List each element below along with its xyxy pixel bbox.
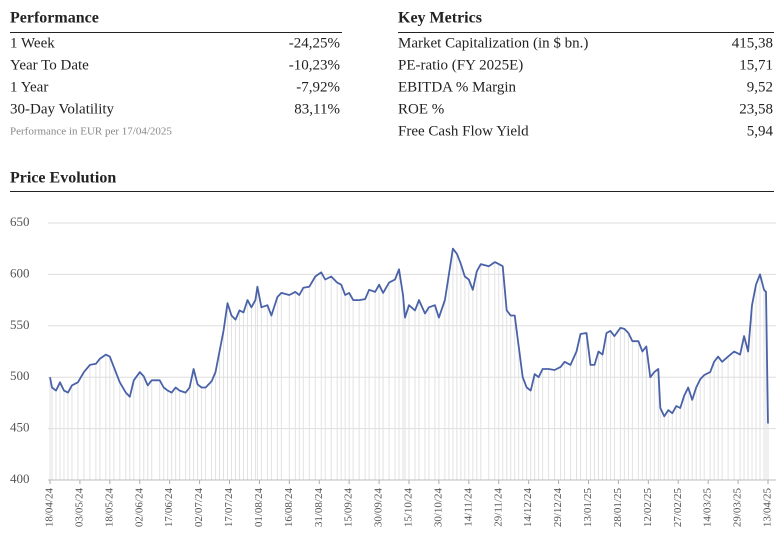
x-tick-label: 13/01/25 <box>582 488 594 528</box>
x-tick-label: 27/02/25 <box>672 488 684 528</box>
x-tick-label: 31/08/24 <box>313 488 325 528</box>
x-tick-label: 28/01/25 <box>612 488 624 528</box>
y-tick-label: 600 <box>10 265 30 280</box>
y-tick-label: 400 <box>10 471 30 486</box>
y-tick-label: 500 <box>10 368 30 383</box>
row-label: PE-ratio (FY 2025E) <box>398 57 523 73</box>
row-value: 83,11% <box>294 101 340 117</box>
section-title: Key Metrics <box>398 10 482 27</box>
row-label: ROE % <box>398 101 444 117</box>
x-tick-label: 30/09/24 <box>373 488 385 528</box>
y-tick-label: 650 <box>10 214 30 229</box>
x-tick-label: 18/05/24 <box>103 488 115 528</box>
price-line <box>49 247 769 424</box>
x-tick-label: 14/11/24 <box>462 488 474 527</box>
row-value: 9,52 <box>747 79 773 95</box>
row-label: Market Capitalization (in $ bn.) <box>398 35 588 51</box>
x-tick-label: 15/10/24 <box>403 488 415 528</box>
row-label: 1 Year <box>10 79 48 95</box>
row-label: EBITDA % Margin <box>398 79 517 95</box>
y-tick-label: 450 <box>10 420 30 435</box>
x-tick-label: 14/03/25 <box>702 488 714 528</box>
x-tick-label: 29/12/24 <box>552 488 564 528</box>
x-tick-label: 14/12/24 <box>522 488 534 528</box>
x-tick-label: 16/08/24 <box>283 488 295 528</box>
x-tick-label: 02/06/24 <box>133 488 145 528</box>
x-tick-label: 17/07/24 <box>223 488 235 528</box>
row-value: -24,25% <box>289 35 340 51</box>
row-value: -7,92% <box>296 79 340 95</box>
row-value: 15,71 <box>739 57 773 73</box>
row-label: 1 Week <box>10 35 55 51</box>
x-tick-label: 12/02/25 <box>642 488 654 528</box>
row-value: 5,94 <box>747 123 774 139</box>
x-tick-label: 03/05/24 <box>73 488 85 528</box>
x-tick-label: 01/08/24 <box>253 488 265 528</box>
x-tick-label: 30/10/24 <box>432 488 444 528</box>
x-tick-label: 15/09/24 <box>343 488 355 528</box>
x-tick-label: 18/04/24 <box>44 488 56 528</box>
x-tick-label: 17/06/24 <box>163 488 175 528</box>
x-tick-label: 13/04/25 <box>762 488 774 528</box>
x-tick-label: 29/03/25 <box>732 488 744 528</box>
x-tick-label: 02/07/24 <box>193 488 205 528</box>
x-tick-label: 29/11/24 <box>492 488 504 527</box>
row-label: 30-Day Volatility <box>10 101 115 117</box>
row-value: 415,38 <box>732 35 773 51</box>
row-label: Year To Date <box>10 57 89 73</box>
row-value: 23,58 <box>739 101 773 117</box>
row-value: -10,23% <box>289 57 340 73</box>
section-title: Price Evolution <box>10 170 116 187</box>
note: Performance in EUR per 17/04/2025 <box>10 126 172 138</box>
section-title: Performance <box>10 10 99 27</box>
row-label: Free Cash Flow Yield <box>398 123 529 139</box>
y-tick-label: 550 <box>10 317 30 332</box>
